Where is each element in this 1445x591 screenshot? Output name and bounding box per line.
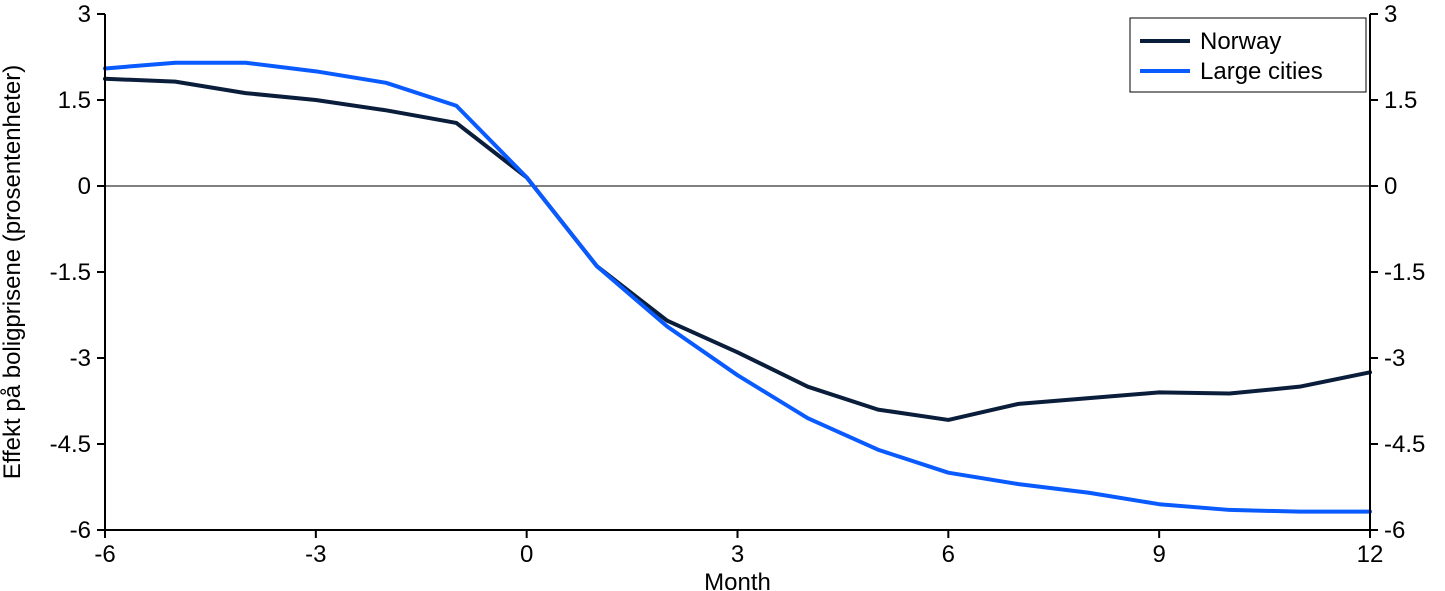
x-axis-title: Month xyxy=(704,569,771,591)
y-tick-label-left: -1.5 xyxy=(50,259,91,286)
y-tick-label-left: 3 xyxy=(78,1,91,28)
x-tick-label: 12 xyxy=(1357,541,1384,568)
y-tick-label-left: -6 xyxy=(70,517,91,544)
y-tick-label-right: -6 xyxy=(1384,517,1405,544)
y-tick-label-left: 0 xyxy=(78,173,91,200)
y-tick-label-left: -3 xyxy=(70,345,91,372)
y-tick-label-right: -1.5 xyxy=(1384,259,1425,286)
legend-label: Large cities xyxy=(1200,58,1323,85)
y-tick-label-right: -4.5 xyxy=(1384,431,1425,458)
y-tick-label-right: -3 xyxy=(1384,345,1405,372)
x-tick-label: -3 xyxy=(305,541,326,568)
y-tick-label-right: 0 xyxy=(1384,173,1397,200)
y-tick-label-left: -4.5 xyxy=(50,431,91,458)
x-tick-label: 9 xyxy=(1152,541,1165,568)
line-chart: -6-3036912Month-6-6-4.5-4.5-3-3-1.5-1.50… xyxy=(0,0,1445,591)
chart-svg: -6-3036912Month-6-6-4.5-4.5-3-3-1.5-1.50… xyxy=(0,0,1445,591)
y-tick-label-right: 3 xyxy=(1384,1,1397,28)
y-tick-label-right: 1.5 xyxy=(1384,87,1417,114)
y-axis-title: Effekt på boligprisene (prosentenheter) xyxy=(0,65,26,479)
x-tick-label: 0 xyxy=(520,541,533,568)
legend-label: Norway xyxy=(1200,28,1281,55)
y-tick-label-left: 1.5 xyxy=(58,87,91,114)
x-tick-label: -6 xyxy=(94,541,115,568)
x-tick-label: 3 xyxy=(731,541,744,568)
x-tick-label: 6 xyxy=(942,541,955,568)
